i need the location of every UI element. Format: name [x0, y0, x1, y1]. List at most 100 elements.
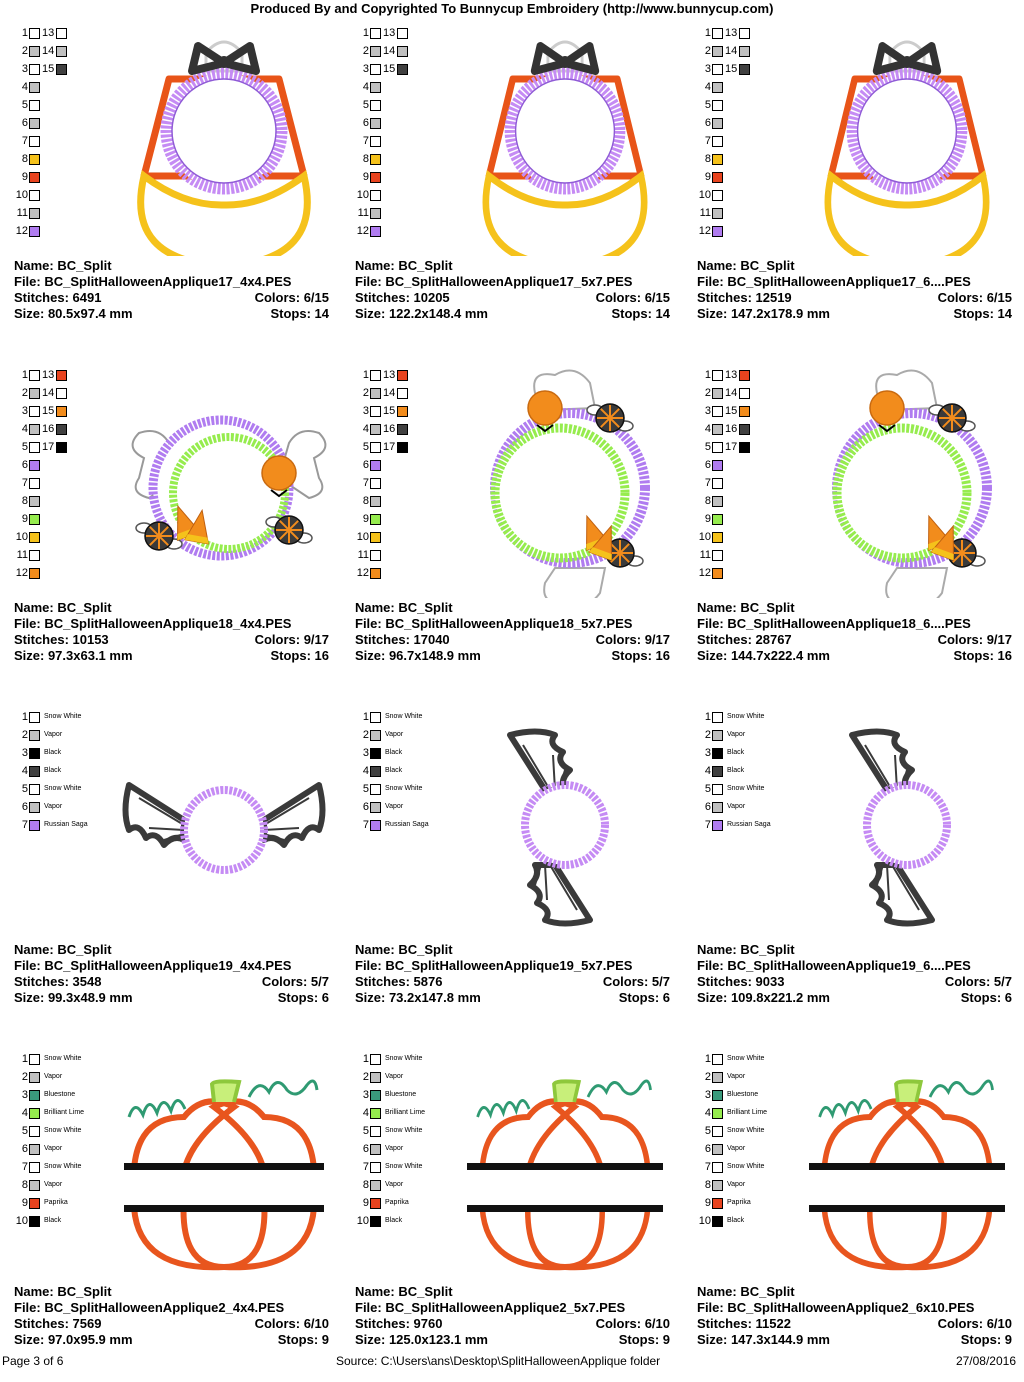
color-chip: 4 Brilliant Lime — [697, 1106, 767, 1120]
chip-number: 10 — [698, 531, 711, 543]
color-swatch — [29, 1125, 40, 1137]
color-chip: 2 — [14, 386, 41, 400]
color-swatch — [29, 711, 40, 723]
color-chip: 14 — [42, 386, 68, 400]
color-swatch — [370, 63, 381, 75]
chip-number: 11 — [16, 549, 28, 561]
color-swatch — [397, 27, 409, 39]
chip-number: 11 — [699, 207, 711, 219]
design-file: File: BC_SplitHalloweenApplique19_6....P… — [697, 958, 971, 973]
color-chip: 5 Snow White — [355, 1124, 422, 1138]
color-chip: 7 Snow White — [14, 1160, 81, 1174]
design-name: Name: BC_Split — [697, 258, 795, 273]
design-card: 1 2 3 4 5 6 7 8 9 10 11 12 13 14 15 Name: BC_Split File:… — [14, 26, 334, 356]
color-chip: 3 — [355, 404, 382, 418]
color-chip: 3 Bluestone — [14, 1088, 75, 1102]
stop-count: Stops: 14 — [953, 306, 1012, 321]
color-swatch — [397, 423, 409, 435]
color-chip: 4 Black — [14, 764, 61, 778]
color-chip: 6 — [14, 116, 41, 130]
chip-number: 10 — [15, 531, 28, 543]
color-swatch — [712, 1197, 723, 1209]
color-swatch — [56, 405, 68, 417]
chip-number: 16 — [42, 423, 55, 435]
color-chip: 3 — [355, 62, 382, 76]
design-info: Name: BC_Split File: BC_SplitHalloweenApp… — [697, 942, 1012, 1006]
design-preview — [482, 40, 648, 256]
color-swatch — [712, 369, 723, 381]
thread-name: Vapor — [727, 731, 746, 738]
color-swatch — [739, 369, 751, 381]
color-chip: 9 — [14, 170, 41, 184]
color-chip: 5 Snow White — [14, 1124, 81, 1138]
thread-name: Black — [44, 767, 62, 774]
thread-name: Brilliant Lime — [727, 1109, 768, 1116]
chip-number: 14 — [383, 387, 396, 399]
design-card: 1 Snow White 2 Vapor 3 Bluestone 4 Brilliant Li… — [355, 1052, 675, 1382]
color-chip: 2 Vapor — [355, 728, 403, 742]
thread-name: Russian Saga — [727, 821, 771, 828]
color-chip: 4 Brilliant Lime — [14, 1106, 84, 1120]
color-swatch — [29, 189, 40, 201]
design-size: Size: 147.2x178.9 mm — [697, 306, 830, 321]
color-swatch — [370, 369, 381, 381]
thread-name: Brilliant Lime — [44, 1109, 85, 1116]
color-swatch — [712, 1071, 723, 1083]
color-swatch — [370, 1215, 381, 1227]
chip-number: 10 — [698, 189, 711, 201]
color-chip: 13 — [725, 368, 751, 382]
color-chip: 4 — [355, 80, 382, 94]
color-swatch — [712, 531, 723, 543]
chip-number: 10 — [356, 531, 369, 543]
color-chip: 9 — [697, 170, 724, 184]
color-chip: 2 Vapor — [697, 728, 745, 742]
color-swatch — [29, 1179, 40, 1191]
chip-number: 2 — [21, 1071, 28, 1083]
thread-name: Snow White — [727, 1055, 765, 1062]
color-swatch — [29, 1143, 40, 1155]
chip-number: 17 — [383, 441, 396, 453]
color-count: Colors: 6/15 — [937, 290, 1012, 305]
color-chip: 7 — [14, 134, 41, 148]
design-card: 1 2 3 4 5 6 7 8 9 10 11 12 13 14 15 Name: BC_Split File:… — [355, 26, 675, 356]
color-swatch — [712, 513, 723, 525]
color-chip: 6 Vapor — [14, 1142, 62, 1156]
chip-number: 11 — [699, 549, 711, 561]
chip-number: 9 — [21, 171, 28, 183]
chip-number: 13 — [725, 369, 738, 381]
color-chip: 8 Vapor — [355, 1178, 403, 1192]
color-swatch — [712, 549, 723, 561]
color-count: Colors: 5/7 — [261, 974, 329, 989]
design-card: 1 Snow White 2 Vapor 3 Black 4 Black 5 Snow White… — [14, 710, 334, 1040]
design-name: Name: BC_Split — [355, 1284, 453, 1299]
color-chart: 1 Snow White 2 Vapor 3 Black 4 Black 5 Snow White… — [355, 710, 475, 930]
design-size: Size: 147.3x144.9 mm — [697, 1332, 830, 1347]
chip-number: 5 — [362, 1125, 369, 1137]
stitch-count: Stitches: 5876 — [355, 974, 443, 989]
color-swatch — [29, 1071, 40, 1083]
color-chip: 7 Russian Saga — [355, 818, 429, 832]
color-swatch — [397, 441, 409, 453]
chip-number: 3 — [704, 405, 711, 417]
color-chart: 1 2 3 4 5 6 7 8 9 10 11 12 13 14 15 — [355, 26, 475, 246]
color-swatch — [739, 405, 751, 417]
chip-number: 8 — [362, 495, 369, 507]
design-preview — [809, 1079, 1005, 1271]
color-swatch — [370, 819, 381, 831]
color-chip: 10 — [355, 530, 382, 544]
thread-name: Vapor — [44, 803, 63, 810]
color-chip: 9 Paprika — [697, 1196, 751, 1210]
chip-number: 5 — [21, 783, 28, 795]
thread-name: Vapor — [727, 1073, 746, 1080]
color-chip: 16 — [725, 422, 751, 436]
chip-number: 12 — [15, 567, 28, 579]
chip-number: 16 — [725, 423, 738, 435]
color-swatch — [29, 567, 40, 579]
chip-number: 1 — [21, 369, 28, 381]
color-swatch — [712, 477, 723, 489]
stop-count: Stops: 16 — [953, 648, 1012, 663]
color-swatch — [370, 1071, 381, 1083]
chip-number: 1 — [21, 711, 28, 723]
color-chip: 3 — [697, 404, 724, 418]
color-chip: 14 — [383, 386, 409, 400]
